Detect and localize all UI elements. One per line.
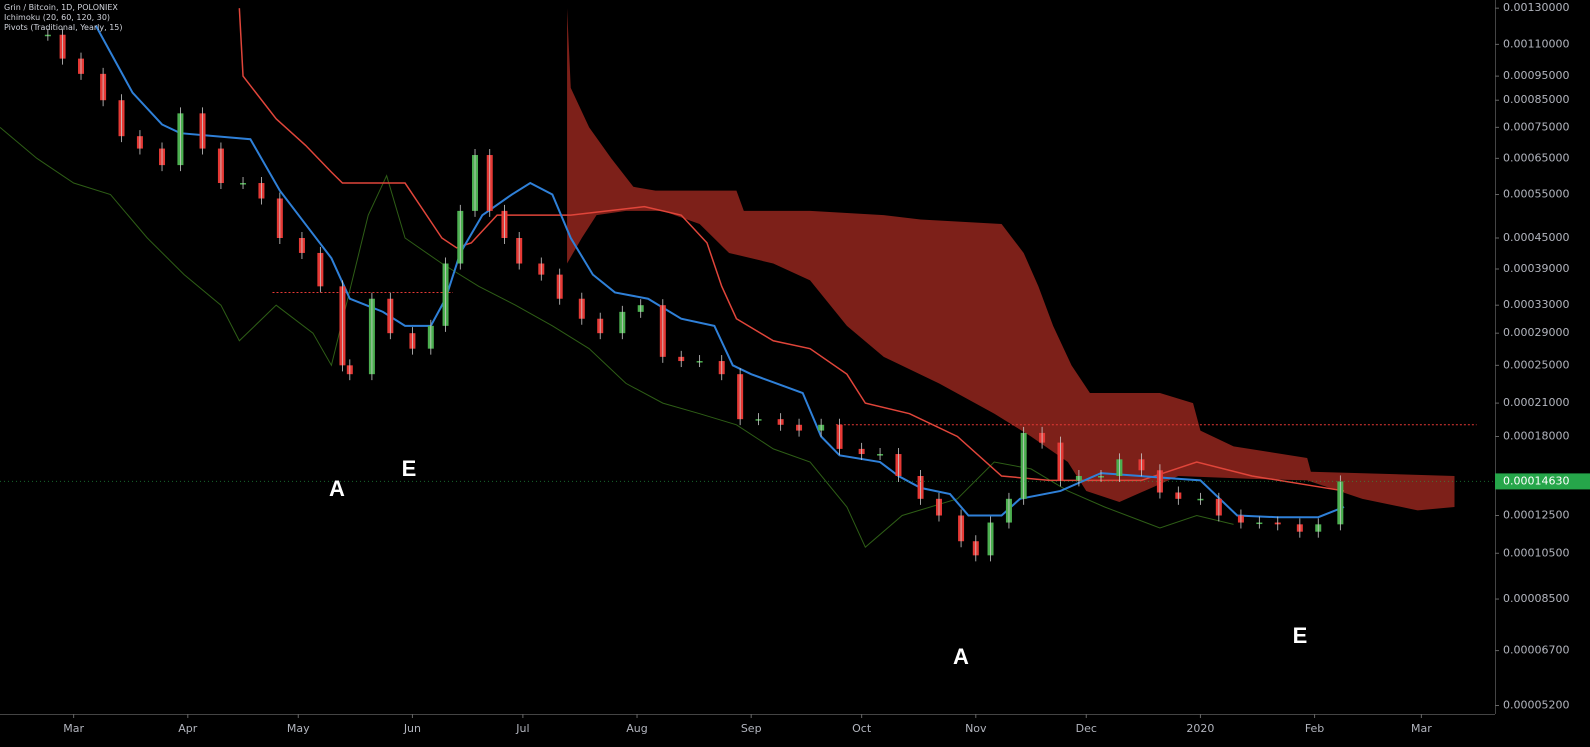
y-tick-label: 0.00039000 [1503,262,1569,275]
y-tick-label: 0.00130000 [1503,1,1569,14]
y-tick-label: 0.00055000 [1503,188,1569,201]
x-tick-label: Nov [965,722,987,735]
y-tick-label: 0.00110000 [1503,37,1569,50]
last-price-label: 0.00014630 [1503,474,1569,487]
y-tick-label: 0.00085000 [1503,93,1569,106]
x-tick-label: 2020 [1186,722,1214,735]
y-tick-label: 0.00025000 [1503,358,1569,371]
y-tick-label: 0.00008500 [1503,592,1569,605]
indicator-line [238,8,1345,492]
x-tick-label: Dec [1076,722,1097,735]
indicator-line [0,126,1234,548]
x-tick-label: Mar [63,722,84,735]
plot-area [0,8,1477,562]
x-tick-label: Feb [1305,722,1324,735]
y-tick-label: 0.00005200 [1503,699,1569,712]
legend-entry: Pivots (Traditional, Yearly, 15) [4,23,123,32]
last-price-box [1495,473,1590,490]
y-tick-label: 0.00075000 [1503,120,1569,133]
y-tick-label: 0.00018000 [1503,430,1569,443]
legend-entry: Ichimoku (20, 60, 120, 30) [4,13,110,22]
y-tick-label: 0.00012500 [1503,508,1569,521]
y-tick-label: 0.00029000 [1503,326,1569,339]
y-tick-label: 0.00065000 [1503,151,1569,164]
legend-entry: Grin / Bitcoin, 1D, POLONIEX [4,3,118,12]
y-tick-label: 0.00021000 [1503,396,1569,409]
x-tick-label: Sep [741,722,762,735]
y-tick-label: 0.00095000 [1503,69,1569,82]
annotation: E [402,456,417,481]
x-tick-label: Oct [852,722,872,735]
annotation: A [953,644,969,669]
y-tick-label: 0.00045000 [1503,231,1569,244]
y-tick-label: 0.00010500 [1503,546,1569,559]
y-tick-label: 0.00006700 [1503,644,1569,657]
annotation: A [329,476,345,501]
x-tick-label: Jul [515,722,529,735]
x-tick-label: Jun [403,722,421,735]
x-tick-label: Mar [1411,722,1432,735]
x-tick-label: May [287,722,310,735]
annotation: E [1293,623,1308,648]
x-tick-label: Aug [626,722,647,735]
y-tick-label: 0.00033000 [1503,298,1569,311]
cloud [567,8,1455,511]
x-tick-label: Apr [178,722,198,735]
